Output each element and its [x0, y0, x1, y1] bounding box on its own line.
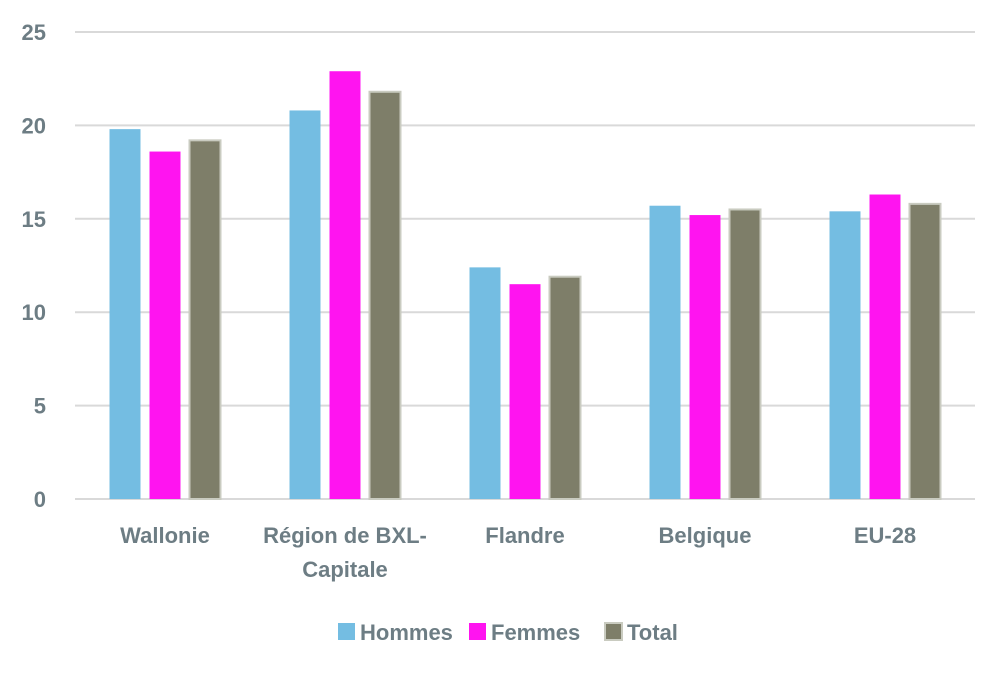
y-axis-ticks: 0 5 10 15 20 25 — [22, 20, 46, 512]
x-category-label: Capitale — [302, 557, 388, 582]
y-tick-label: 20 — [22, 113, 46, 138]
bar-femmes — [329, 71, 361, 499]
legend-label-hommes: Hommes — [360, 620, 453, 645]
legend-swatch-femmes — [469, 623, 486, 640]
bar-femmes — [149, 151, 181, 499]
x-category-label: Région de BXL- — [263, 523, 427, 548]
legend: Hommes Femmes Total — [338, 620, 678, 645]
x-category-label: Belgique — [659, 523, 752, 548]
bar-total — [368, 90, 402, 500]
x-category-label: EU-28 — [854, 523, 916, 548]
y-tick-label: 15 — [22, 207, 46, 232]
bar-hommes — [649, 205, 681, 499]
bar-femmes — [869, 194, 901, 500]
legend-swatch-hommes — [338, 623, 355, 640]
x-category-label: Wallonie — [120, 523, 210, 548]
bar-femmes — [689, 215, 721, 499]
y-tick-label: 10 — [22, 300, 46, 325]
y-tick-label: 0 — [34, 487, 46, 512]
bar-femmes — [509, 284, 541, 499]
legend-swatch-total — [604, 622, 623, 641]
x-category-label: Flandre — [485, 523, 564, 548]
bar-hommes — [469, 267, 501, 499]
y-tick-label: 25 — [22, 20, 46, 45]
legend-label-total: Total — [627, 620, 678, 645]
bar-hommes — [109, 129, 141, 500]
bars — [109, 71, 942, 501]
x-axis-labels: Wallonie Région de BXL- Capitale Flandre Bel… — [120, 523, 916, 582]
bar-total — [188, 139, 222, 500]
legend-label-femmes: Femmes — [491, 620, 580, 645]
bar-total — [908, 202, 942, 501]
bar-total — [728, 208, 762, 501]
bar-hommes — [289, 110, 321, 500]
bar-hommes — [829, 211, 861, 499]
y-tick-label: 5 — [34, 394, 46, 419]
bar-total — [548, 275, 582, 501]
